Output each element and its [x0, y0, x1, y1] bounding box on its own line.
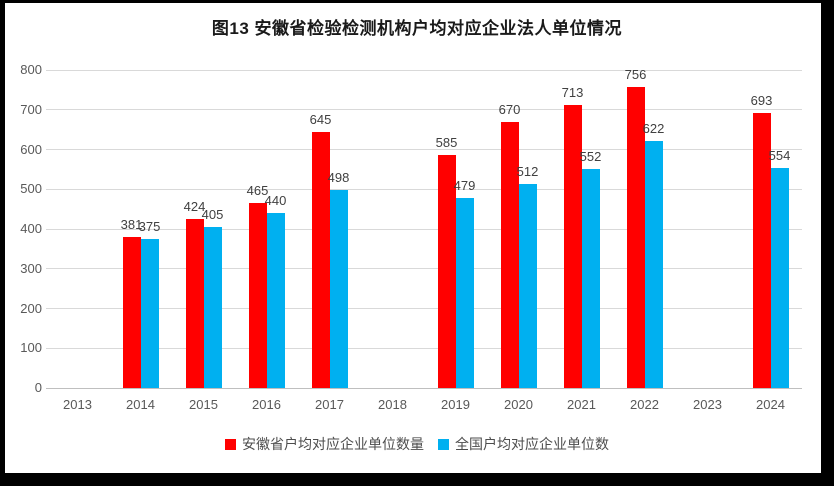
- legend-label-national: 全国户均对应企业单位数: [455, 436, 609, 452]
- y-axis-tick-label: 200: [20, 300, 42, 316]
- y-axis-tick-label: 600: [20, 141, 42, 157]
- bar-value-label: 465: [246, 183, 269, 199]
- bar-value-label: 440: [264, 193, 287, 209]
- legend-marker-anhui-icon: [225, 438, 236, 450]
- national-bar-2017: [329, 190, 348, 388]
- national-bar-2024: [770, 167, 789, 388]
- bar-value-label: 405: [201, 207, 224, 222]
- chart-title: 图13 安徽省检验检测机构户均对应企业法人单位情况: [211, 19, 623, 38]
- gridline: [46, 109, 802, 111]
- legend-marker-national-icon: [438, 438, 449, 450]
- anhui-bar-2017: [311, 131, 330, 388]
- x-axis-tick-label: 2024: [756, 397, 785, 412]
- x-axis-tick-label: 2023: [693, 397, 722, 412]
- x-axis-tick-label: 2021: [567, 397, 596, 412]
- y-axis-tick-label: 300: [20, 260, 42, 276]
- bar-value-label: 512: [516, 164, 539, 180]
- legend: 安徽省户均对应企业单位数量 全国户均对应企业单位数: [0, 434, 834, 454]
- gridline: [46, 308, 802, 309]
- x-axis-tick-label: 2018: [378, 397, 407, 412]
- national-bar-2016: [266, 213, 285, 388]
- x-axis-line: [46, 387, 802, 389]
- bar-value-label: 670: [498, 101, 521, 117]
- anhui-bar-2024: [752, 112, 771, 388]
- bar-value-label: 479: [453, 177, 476, 193]
- gridline: [46, 188, 802, 190]
- y-axis-tick-label: 400: [20, 221, 42, 236]
- bar-value-label: 424: [183, 199, 206, 215]
- x-axis-tick-label: 2016: [252, 397, 281, 412]
- anhui-bar-2022: [626, 87, 645, 388]
- bar-value-label: 554: [768, 147, 791, 163]
- anhui-bar-2020: [500, 121, 519, 388]
- bar-value-label: 552: [579, 148, 602, 164]
- bar-value-label: 375: [138, 218, 161, 234]
- y-axis-tick-label: 100: [20, 340, 42, 356]
- national-bar-2021: [581, 168, 600, 388]
- national-bar-2015: [203, 227, 222, 388]
- anhui-bar-2014: [122, 236, 141, 388]
- gridline: [46, 347, 802, 349]
- national-bar-2022: [644, 140, 663, 388]
- legend-label-anhui: 安徽省户均对应企业单位数量: [242, 436, 424, 452]
- anhui-bar-2021: [563, 104, 582, 388]
- gridline: [46, 69, 802, 71]
- x-axis-tick-label: 2015: [189, 397, 218, 412]
- gridline: [46, 149, 802, 150]
- x-axis-tick-label: 2017: [315, 397, 344, 412]
- national-bar-2020: [518, 184, 537, 388]
- national-bar-2019: [455, 197, 474, 388]
- bar-value-label: 756: [624, 67, 647, 83]
- legend-item-national: 全国户均对应企业单位数: [438, 434, 609, 454]
- y-axis-tick-label: 800: [20, 62, 42, 77]
- x-axis-tick-label: 2020: [504, 397, 533, 412]
- bar-value-label: 498: [327, 170, 350, 186]
- x-axis-tick-label: 2014: [126, 397, 155, 412]
- y-axis-tick-label: 700: [20, 101, 42, 117]
- y-axis-tick-label: 500: [20, 181, 42, 197]
- anhui-bar-2019: [437, 155, 456, 388]
- y-axis-tick-label: 0: [34, 380, 42, 395]
- bar-value-label: 645: [309, 111, 332, 127]
- bar-value-label: 585: [435, 135, 458, 151]
- bar-value-label: 381: [120, 216, 143, 232]
- gridline: [46, 228, 802, 230]
- anhui-bar-2015: [185, 219, 204, 388]
- bar-value-label: 713: [561, 84, 584, 100]
- national-bar-2014: [140, 238, 159, 388]
- x-axis-tick-label: 2019: [441, 397, 470, 412]
- anhui-bar-2016: [248, 203, 267, 388]
- x-axis-tick-label: 2022: [630, 397, 659, 412]
- x-axis-tick-label: 2013: [63, 397, 92, 412]
- gridline: [46, 268, 802, 270]
- bar-value-label: 622: [642, 120, 665, 136]
- bar-value-label: 693: [750, 92, 773, 108]
- legend-item-anhui: 安徽省户均对应企业单位数量: [225, 434, 424, 454]
